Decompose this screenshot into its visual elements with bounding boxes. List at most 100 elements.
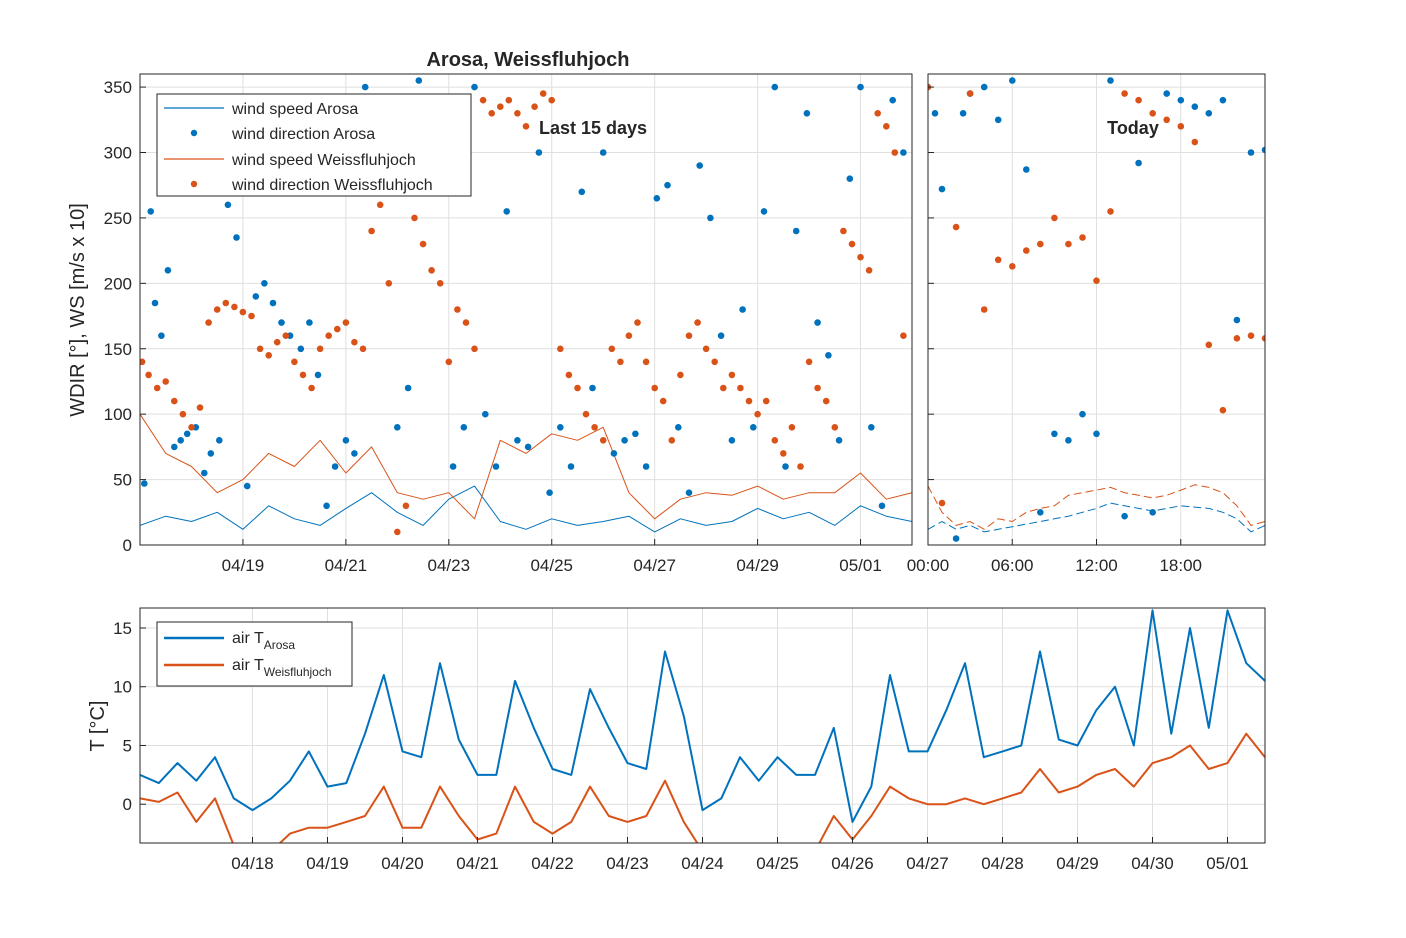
wind-today-label: Today <box>1107 118 1159 138</box>
air-temperature-line-air-t-arosa <box>140 609 1265 823</box>
wind-15-days-point-wind-direction-weissfluhjoch-14 <box>256 345 264 353</box>
wind-15-days-point-wind-direction-weissfluhjoch-47 <box>539 90 547 97</box>
wind-today-point-wind-direction-weissfluhjoch-4 <box>980 306 988 313</box>
wind-15-days-point-wind-direction-weissfluhjoch-24 <box>342 319 350 326</box>
wind-15-days-point-wind-direction-weissfluhjoch-67 <box>711 358 718 366</box>
legend-label-wind-direction-arosa: wind direction Arosa <box>231 126 375 143</box>
wind-today-point-wind-direction-arosa-24 <box>1247 149 1255 156</box>
wind-15-days-point-wind-direction-weissfluhjoch-1 <box>145 371 152 379</box>
figure-title: Arosa, Weissfluhjoch <box>426 49 629 71</box>
wind-15-days-line-wind-speed-weissfluhjoch <box>140 413 912 520</box>
air-temperature-line-air-t-weisfluhjoch <box>140 732 1265 843</box>
wind-15-days-point-wind-direction-arosa-57 <box>685 489 693 497</box>
wind-15-days-point-wind-direction-arosa-31 <box>404 384 412 392</box>
wind-15-days-point-wind-direction-arosa-6 <box>177 437 184 444</box>
wind-15-days-point-wind-direction-weissfluhjoch-82 <box>840 227 847 235</box>
wind-15-days-point-wind-direction-weissfluhjoch-21 <box>316 345 324 353</box>
wind-15-days-xtick-label-04-27: 04/27 <box>633 556 676 575</box>
wind-15-days-point-wind-direction-arosa-44 <box>546 489 553 497</box>
legend-air-t-arosa-subscript: Arosa <box>264 638 296 652</box>
wind-15-days-point-wind-direction-weissfluhjoch-36 <box>445 358 453 366</box>
wind-15-days-point-wind-direction-weissfluhjoch-6 <box>188 424 195 431</box>
temperature-legend: air TArosa air TWeisfluhjoch <box>156 621 353 687</box>
wind-15-days-point-wind-direction-arosa-46 <box>567 463 575 470</box>
wind-15-days-ytick-label-100: 100 <box>104 405 132 424</box>
wind-15-days-point-wind-direction-weissfluhjoch-15 <box>265 352 273 359</box>
wind-15-days-point-wind-direction-weissfluhjoch-56 <box>617 358 624 366</box>
wind-15-days-point-wind-direction-arosa-2 <box>151 299 159 307</box>
air-temperature-xtick-label-04-28: 04/28 <box>981 854 1024 873</box>
wind-today-point-wind-direction-arosa-19 <box>1177 96 1185 104</box>
wind-15-days-point-wind-direction-weissfluhjoch-20 <box>308 384 315 392</box>
wind-today-point-wind-direction-arosa-17 <box>1149 509 1156 516</box>
wind-today-point-wind-direction-weissfluhjoch-6 <box>1009 263 1016 270</box>
wind-15-days-point-wind-direction-weissfluhjoch-43 <box>505 96 513 104</box>
wind-15-days-point-wind-direction-weissfluhjoch-55 <box>608 345 616 353</box>
air-temperature-xtick-label-04-23: 04/23 <box>606 854 649 873</box>
legend-label-wind-speed-arosa: wind speed Arosa <box>231 101 358 118</box>
wind-15-days-point-wind-direction-weissfluhjoch-69 <box>728 371 736 379</box>
wind-today-point-wind-direction-weissfluhjoch-5 <box>994 256 1002 264</box>
wind-15-days-point-wind-direction-weissfluhjoch-85 <box>865 267 873 274</box>
wind-today-point-wind-direction-arosa-2 <box>952 535 960 542</box>
wind-15-days-point-wind-direction-weissfluhjoch-3 <box>162 378 169 385</box>
wind-15-days-point-wind-direction-weissfluhjoch-7 <box>196 404 204 411</box>
air-temperature-xtick-label-04-22: 04/22 <box>531 854 574 873</box>
wind-15-days-point-wind-direction-weissfluhjoch-57 <box>625 332 633 340</box>
wind-15-days-point-wind-direction-weissfluhjoch-65 <box>694 319 701 326</box>
wind-15-days-point-wind-direction-arosa-36 <box>460 424 468 431</box>
wind-15-days-point-wind-direction-arosa-20 <box>297 345 305 353</box>
wind-15-days-point-wind-direction-weissfluhjoch-35 <box>436 280 444 287</box>
wind-15-days-point-wind-direction-arosa-23 <box>323 502 330 510</box>
wind-15-days-xtick-label-05-01: 05/01 <box>839 556 882 575</box>
wind-15-days-point-wind-direction-weissfluhjoch-41 <box>488 110 496 117</box>
wind-today-xtick-label-12-00: 12:00 <box>1075 556 1118 575</box>
wind-15-days-point-wind-direction-weissfluhjoch-11 <box>231 303 238 311</box>
wind-15-days-point-wind-direction-arosa-4 <box>164 267 172 274</box>
wind-15-days-point-wind-direction-arosa-10 <box>207 450 215 457</box>
wind-15-days-point-wind-direction-arosa-11 <box>216 437 223 444</box>
air-temperature-ytick-label-5: 5 <box>123 736 132 755</box>
wind-15-days-point-wind-direction-arosa-7 <box>183 430 191 438</box>
wind-15-days-point-wind-direction-weissfluhjoch-18 <box>291 358 298 366</box>
wind-15-days-point-wind-direction-weissfluhjoch-30 <box>394 528 401 536</box>
wind-15-days-point-wind-direction-weissfluhjoch-31 <box>402 502 410 510</box>
wind-15-days-point-wind-direction-weissfluhjoch-54 <box>599 437 607 444</box>
wind-15-days-point-wind-direction-arosa-68 <box>803 110 811 117</box>
wind-today-point-wind-direction-weissfluhjoch-15 <box>1135 96 1142 104</box>
wind-today-point-wind-direction-weissfluhjoch-19 <box>1191 138 1199 146</box>
temperature-y-axis-label: T [°C] <box>87 701 109 752</box>
wind-15-days-point-wind-direction-weissfluhjoch-16 <box>273 338 281 346</box>
wind-15-days-point-wind-direction-weissfluhjoch-12 <box>239 308 247 316</box>
wind-15-days-point-wind-direction-weissfluhjoch-61 <box>659 397 667 405</box>
wind-15-days-point-wind-direction-arosa-12 <box>224 201 232 209</box>
wind-today-series-group <box>928 77 1265 542</box>
wind-15-days-point-wind-direction-weissfluhjoch-29 <box>385 280 393 287</box>
wind-today-point-wind-direction-arosa-6 <box>994 116 1002 124</box>
wind-15-days-point-wind-direction-arosa-26 <box>351 450 358 457</box>
wind-15-days-point-wind-direction-weissfluhjoch-62 <box>668 437 676 444</box>
wind-today-point-wind-direction-arosa-5 <box>980 83 988 91</box>
wind-15-days-point-wind-direction-arosa-64 <box>760 208 768 215</box>
wind-15-days-point-wind-direction-arosa-15 <box>252 293 260 300</box>
wind-15-days-point-wind-direction-weissfluhjoch-89 <box>900 332 907 340</box>
wind-today-point-wind-direction-arosa-18 <box>1163 90 1170 97</box>
wind-15-days-point-wind-direction-weissfluhjoch-59 <box>642 358 650 366</box>
wind-15-days-point-wind-direction-arosa-71 <box>835 437 843 444</box>
wind-15-days-point-wind-direction-arosa-75 <box>878 502 886 510</box>
wind-15-days-point-wind-direction-arosa-51 <box>621 437 628 444</box>
wind-today-point-wind-direction-arosa-25 <box>1261 146 1265 154</box>
wind-15-days-point-wind-direction-arosa-53 <box>642 463 650 470</box>
wind-15-days-point-wind-direction-arosa-74 <box>868 424 875 431</box>
wind-today-xtick-label-18-00: 18:00 <box>1159 556 1202 575</box>
wind-15-days-point-wind-direction-weissfluhjoch-84 <box>857 253 864 261</box>
wind-today-point-wind-direction-arosa-1 <box>938 185 946 193</box>
wind-15-days-xtick-label-04-25: 04/25 <box>530 556 573 575</box>
wind-15-days-point-wind-direction-weissfluhjoch-45 <box>522 123 530 130</box>
legend-label-air-t-arosa: air TArosa <box>232 630 295 652</box>
wind-15-days-point-wind-direction-arosa-24 <box>331 463 339 470</box>
wind-15-days-ytick-label-350: 350 <box>104 78 132 97</box>
wind-15-days-point-wind-direction-arosa-60 <box>717 332 725 340</box>
wind-15-days-point-wind-direction-arosa-1 <box>147 208 154 215</box>
wind-today-point-wind-direction-weissfluhjoch-2 <box>952 223 960 231</box>
